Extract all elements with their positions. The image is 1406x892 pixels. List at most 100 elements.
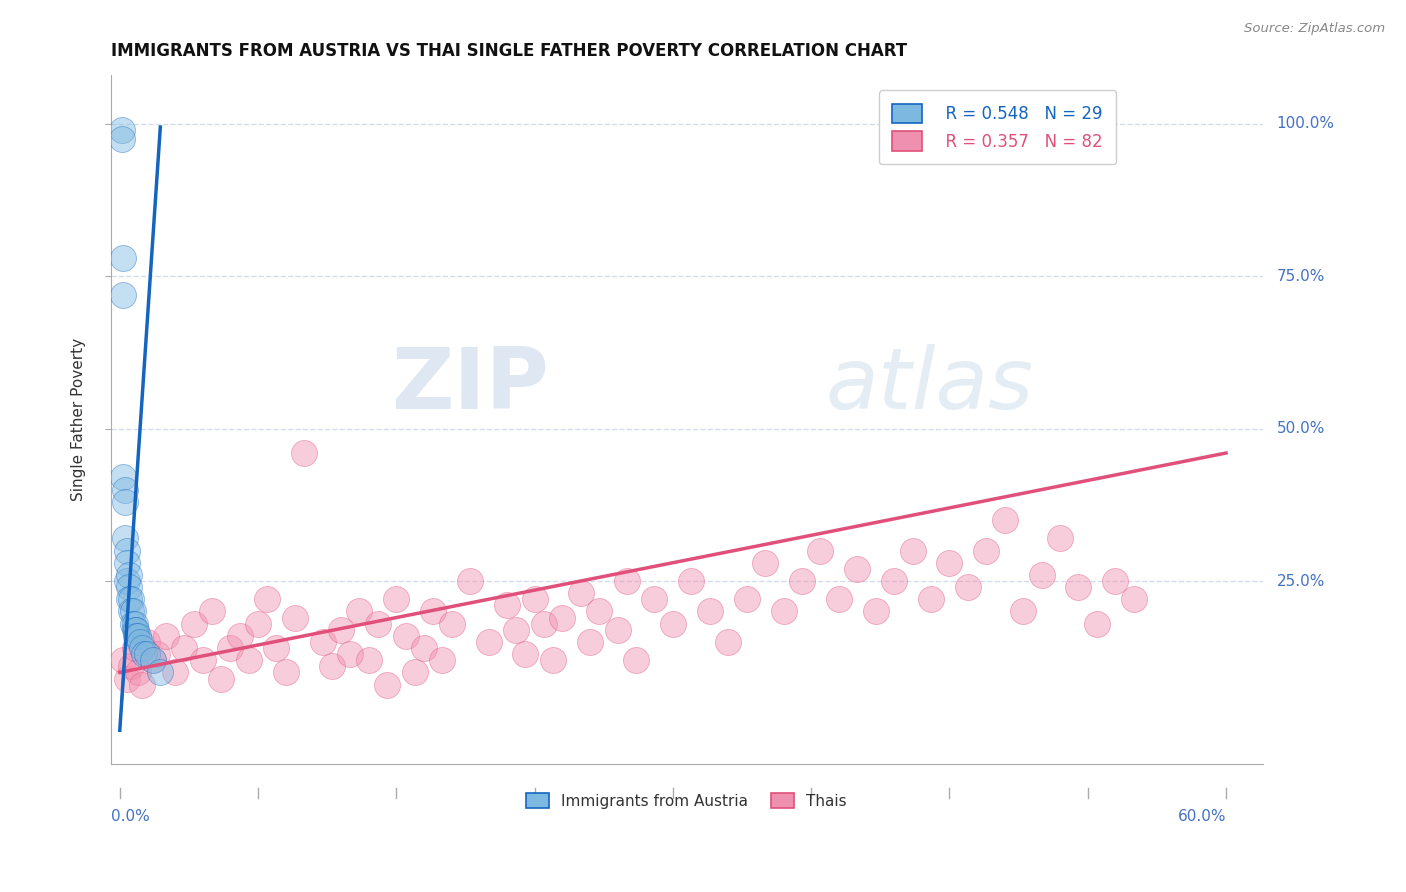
Point bbox=[920, 592, 942, 607]
Point bbox=[256, 592, 278, 607]
Point bbox=[136, 647, 159, 661]
Text: IMMIGRANTS FROM AUSTRIA VS THAI SINGLE FATHER POVERTY CORRELATION CHART: IMMIGRANTS FROM AUSTRIA VS THAI SINGLE F… bbox=[111, 42, 907, 60]
Text: atlas: atlas bbox=[825, 343, 1033, 426]
Point bbox=[413, 641, 436, 656]
Point bbox=[699, 605, 721, 619]
Point bbox=[432, 653, 454, 667]
Point bbox=[131, 641, 153, 656]
Point bbox=[120, 592, 142, 607]
Point bbox=[125, 623, 148, 637]
Point bbox=[118, 592, 141, 607]
Point bbox=[681, 574, 703, 588]
Point bbox=[120, 605, 142, 619]
Point bbox=[125, 629, 148, 643]
Point bbox=[274, 665, 297, 680]
Point bbox=[115, 543, 138, 558]
Point bbox=[201, 605, 224, 619]
Text: 60.0%: 60.0% bbox=[1177, 808, 1226, 823]
Point bbox=[114, 483, 136, 497]
Text: ZIP: ZIP bbox=[391, 343, 548, 426]
Point bbox=[865, 605, 887, 619]
Point bbox=[330, 623, 353, 637]
Point bbox=[112, 470, 135, 484]
Point bbox=[127, 629, 149, 643]
Point bbox=[110, 123, 132, 137]
Point bbox=[616, 574, 638, 588]
Point bbox=[1122, 592, 1144, 607]
Point bbox=[115, 574, 138, 588]
Legend: Immigrants from Austria, Thais: Immigrants from Austria, Thais bbox=[520, 787, 853, 814]
Point bbox=[228, 629, 250, 643]
Point bbox=[118, 580, 141, 594]
Point bbox=[112, 251, 135, 265]
Text: Source: ZipAtlas.com: Source: ZipAtlas.com bbox=[1244, 22, 1385, 36]
Point bbox=[808, 543, 831, 558]
Point bbox=[533, 616, 555, 631]
Point bbox=[124, 623, 146, 637]
Point bbox=[772, 605, 794, 619]
Point bbox=[1104, 574, 1126, 588]
Point bbox=[477, 635, 499, 649]
Point bbox=[115, 672, 138, 686]
Point bbox=[112, 287, 135, 301]
Point bbox=[458, 574, 481, 588]
Point bbox=[132, 647, 155, 661]
Point bbox=[339, 647, 361, 661]
Point bbox=[112, 653, 135, 667]
Point bbox=[1085, 616, 1108, 631]
Point bbox=[883, 574, 905, 588]
Point bbox=[124, 641, 146, 656]
Point bbox=[145, 647, 167, 661]
Text: 25.0%: 25.0% bbox=[1277, 574, 1324, 589]
Point bbox=[579, 635, 602, 649]
Point bbox=[349, 605, 371, 619]
Point bbox=[292, 446, 315, 460]
Point bbox=[717, 635, 740, 649]
Point bbox=[284, 610, 307, 624]
Point bbox=[375, 678, 398, 692]
Point bbox=[219, 641, 242, 656]
Point bbox=[121, 605, 143, 619]
Point bbox=[440, 616, 463, 631]
Point bbox=[127, 665, 149, 680]
Point bbox=[846, 562, 869, 576]
Point bbox=[136, 635, 159, 649]
Point bbox=[118, 568, 141, 582]
Point bbox=[505, 623, 527, 637]
Point bbox=[114, 532, 136, 546]
Point bbox=[828, 592, 851, 607]
Point bbox=[754, 556, 776, 570]
Point bbox=[662, 616, 685, 631]
Point bbox=[110, 132, 132, 146]
Point bbox=[321, 659, 343, 673]
Point bbox=[735, 592, 758, 607]
Point bbox=[901, 543, 924, 558]
Point bbox=[357, 653, 380, 667]
Point bbox=[155, 629, 177, 643]
Point bbox=[624, 653, 647, 667]
Point bbox=[956, 580, 979, 594]
Point bbox=[173, 641, 195, 656]
Point bbox=[115, 556, 138, 570]
Point bbox=[129, 635, 152, 649]
Point bbox=[1067, 580, 1090, 594]
Point bbox=[790, 574, 813, 588]
Point bbox=[606, 623, 628, 637]
Point bbox=[142, 653, 165, 667]
Text: 75.0%: 75.0% bbox=[1277, 268, 1324, 284]
Point bbox=[1012, 605, 1035, 619]
Point bbox=[120, 659, 142, 673]
Point bbox=[404, 665, 426, 680]
Point bbox=[1049, 532, 1071, 546]
Point bbox=[994, 513, 1017, 527]
Point bbox=[131, 678, 153, 692]
Point bbox=[551, 610, 574, 624]
Text: 100.0%: 100.0% bbox=[1277, 117, 1334, 131]
Point bbox=[541, 653, 564, 667]
Point bbox=[496, 599, 519, 613]
Point bbox=[183, 616, 205, 631]
Point bbox=[938, 556, 960, 570]
Text: 0.0%: 0.0% bbox=[111, 808, 149, 823]
Point bbox=[238, 653, 260, 667]
Point bbox=[209, 672, 232, 686]
